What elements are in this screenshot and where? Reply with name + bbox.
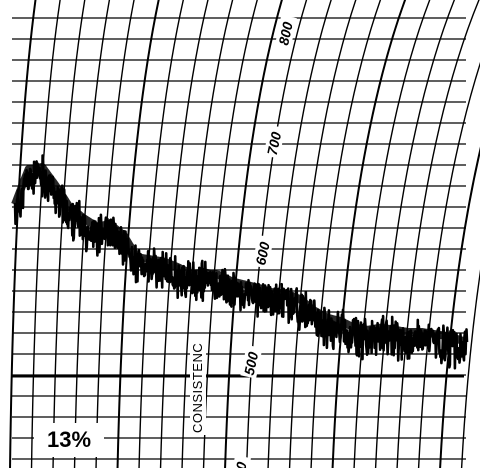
grid-arc <box>116 0 160 468</box>
grid-arc <box>224 0 283 468</box>
grid-arc <box>267 0 332 468</box>
grid-arc <box>439 146 480 468</box>
grid-arc <box>138 0 185 468</box>
grid-arc <box>374 0 456 468</box>
grid-arc <box>460 269 480 468</box>
tick-label: 500 <box>241 350 262 376</box>
tick-label: 800 <box>275 20 296 46</box>
grid-arc <box>95 0 135 468</box>
grid-arc <box>331 0 407 468</box>
y-axis-label: CONSISTENC <box>190 337 206 435</box>
grid-arc <box>159 0 209 468</box>
grid-arc <box>245 0 308 468</box>
grid-arc <box>288 0 357 468</box>
tick-labels: 4005006007008009001000 <box>228 14 297 468</box>
y-axis-label-text: CONSISTENC <box>190 343 205 433</box>
grid-arc <box>9 0 37 468</box>
grid-arc <box>181 0 234 468</box>
series-line <box>13 154 469 370</box>
grid-arc <box>417 62 480 468</box>
tick-label: 400 <box>229 460 250 468</box>
tick-label: 600 <box>252 240 273 266</box>
grid-arc <box>30 0 61 468</box>
concentration-badge: 13% <box>34 423 104 457</box>
grid-arc <box>310 0 382 468</box>
tick-label: 700 <box>264 130 285 156</box>
grid-arc <box>353 0 431 468</box>
grid-arc <box>202 0 258 468</box>
series-trace <box>11 154 470 370</box>
grid-arc <box>73 0 111 468</box>
series-band <box>11 163 470 345</box>
grid-arc <box>396 0 480 468</box>
